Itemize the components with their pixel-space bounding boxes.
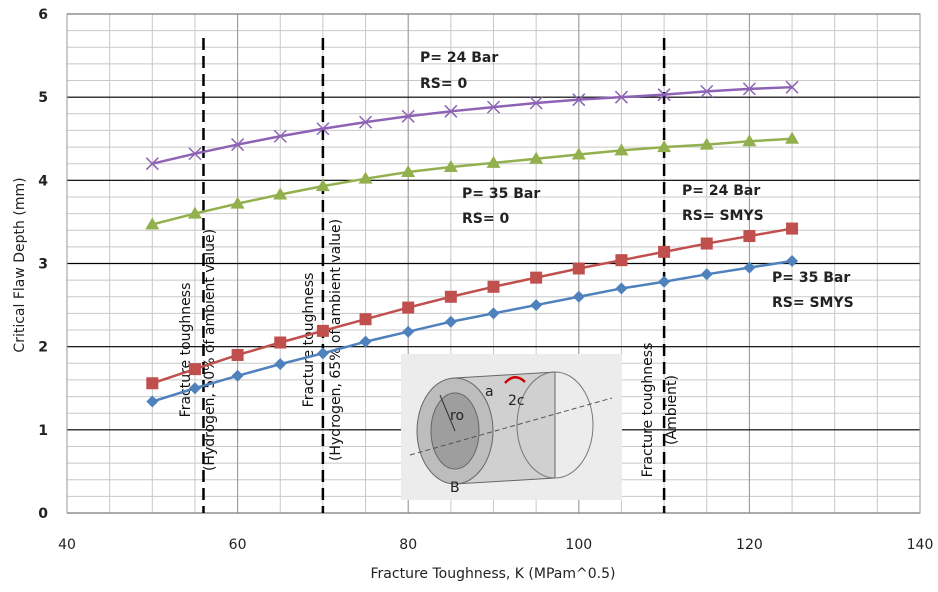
marker <box>786 223 798 235</box>
inset-label: ro <box>450 408 464 424</box>
marker <box>445 316 457 328</box>
inset: ro a 2c B <box>401 354 622 500</box>
y-axis-title: Critical Flaw Depth (mm) <box>12 177 28 352</box>
inset-label: B <box>450 480 460 496</box>
marker <box>488 307 500 319</box>
marker <box>146 377 158 389</box>
reference-label: Fracture toughness <box>178 283 194 418</box>
series-label: RS= SMYS <box>772 295 854 311</box>
marker <box>658 276 670 288</box>
marker <box>701 268 713 280</box>
marker <box>232 349 244 361</box>
y-tick-label: 6 <box>38 7 48 23</box>
series-label: P= 35 Bar <box>462 186 540 202</box>
marker <box>274 337 286 349</box>
y-tick-label: 5 <box>38 90 48 106</box>
reference-label: (Ambient) <box>664 375 680 445</box>
x-tick-label: 40 <box>58 537 76 553</box>
reference-label: Fracture toughness <box>640 343 656 478</box>
series-label: P= 24 Bar <box>420 50 498 66</box>
x-tick-label: 80 <box>399 537 417 553</box>
series-label: RS= SMYS <box>682 208 764 224</box>
marker <box>360 313 372 325</box>
marker <box>615 282 627 294</box>
chart: Fracture Toughness, K (MPam^0.5) Critica… <box>0 0 938 588</box>
marker <box>785 132 799 144</box>
marker <box>360 336 372 348</box>
page: {"chart_data": { "type": "line", "xlabel… <box>0 0 938 588</box>
reference-label: (Hydrogen, 50% of ambient value) <box>202 229 218 471</box>
inset-label: a <box>485 384 494 400</box>
series-label: P= 35 Bar <box>772 270 850 286</box>
marker <box>530 299 542 311</box>
series-label: RS= 0 <box>462 211 509 227</box>
marker <box>573 262 585 274</box>
y-tick-label: 3 <box>38 257 48 273</box>
marker <box>189 363 201 375</box>
x-axis-title: Fracture Toughness, K (MPam^0.5) <box>371 566 616 582</box>
marker <box>146 396 158 408</box>
series-label: P= 24 Bar <box>682 183 760 199</box>
marker <box>445 291 457 303</box>
marker <box>658 246 670 258</box>
series-line <box>152 87 792 164</box>
marker <box>488 281 500 293</box>
reference-label: Fracture toughness <box>301 273 317 408</box>
marker <box>786 255 798 267</box>
inset-label: 2c <box>508 393 525 409</box>
y-tick-label: 1 <box>38 423 48 439</box>
marker <box>701 238 713 250</box>
marker <box>615 254 627 266</box>
series-label: RS= 0 <box>420 76 467 92</box>
x-tick-label: 120 <box>736 537 763 553</box>
marker <box>402 326 414 338</box>
y-tick-label: 2 <box>38 340 48 356</box>
marker <box>530 272 542 284</box>
x-tick-label: 100 <box>565 537 592 553</box>
marker <box>743 230 755 242</box>
y-tick-label: 4 <box>38 173 48 189</box>
x-tick-label: 60 <box>229 537 247 553</box>
marker <box>274 358 286 370</box>
marker <box>317 325 329 337</box>
y-tick-label: 0 <box>38 506 48 522</box>
marker <box>573 291 585 303</box>
x-tick-label: 140 <box>907 537 934 553</box>
marker <box>402 302 414 314</box>
reference-label: (Hydrogen, 65% of ambient value) <box>328 219 344 461</box>
